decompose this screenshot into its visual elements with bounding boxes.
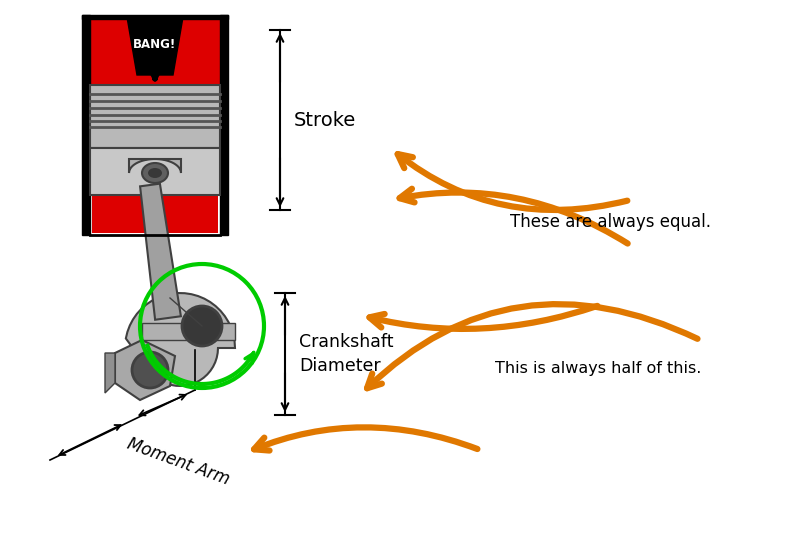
- Polygon shape: [127, 17, 183, 75]
- Polygon shape: [105, 353, 115, 393]
- Bar: [90, 19, 220, 85]
- Polygon shape: [115, 340, 175, 400]
- Polygon shape: [126, 293, 235, 386]
- Bar: [92, 193, 218, 233]
- Bar: [90, 85, 220, 148]
- Bar: [220, 15, 228, 235]
- Text: Moment Arm: Moment Arm: [125, 435, 232, 489]
- Text: BANG!: BANG!: [134, 37, 177, 51]
- Ellipse shape: [142, 163, 168, 183]
- Text: Stroke: Stroke: [294, 111, 356, 130]
- Text: This is always half of this.: This is always half of this.: [495, 361, 701, 375]
- Polygon shape: [129, 159, 181, 173]
- Bar: [82, 15, 228, 19]
- Polygon shape: [140, 184, 181, 320]
- Bar: [82, 15, 90, 235]
- Polygon shape: [142, 323, 235, 340]
- Text: These are always equal.: These are always equal.: [510, 213, 711, 231]
- Bar: [90, 148, 220, 195]
- Circle shape: [132, 352, 168, 388]
- Text: Crankshaft
Diameter: Crankshaft Diameter: [299, 333, 394, 375]
- Circle shape: [182, 306, 222, 346]
- Ellipse shape: [148, 168, 162, 178]
